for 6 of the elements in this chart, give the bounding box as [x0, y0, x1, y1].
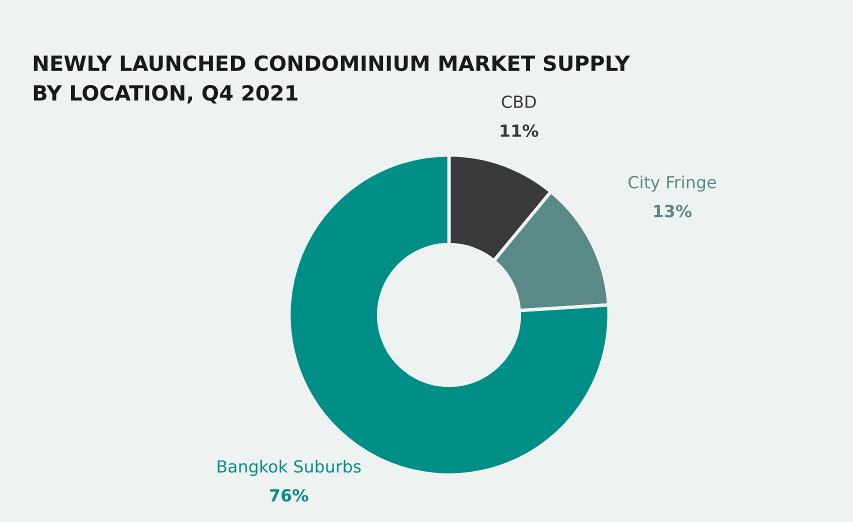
data-label: 76% — [270, 489, 308, 502]
slice-label: City Fringe — [628, 176, 716, 192]
data-label: 13% — [654, 204, 692, 218]
data-label: 11% — [500, 124, 538, 137]
slice-label: Bangkok Suburbs — [218, 460, 361, 476]
slice-label: CBD — [502, 95, 536, 108]
